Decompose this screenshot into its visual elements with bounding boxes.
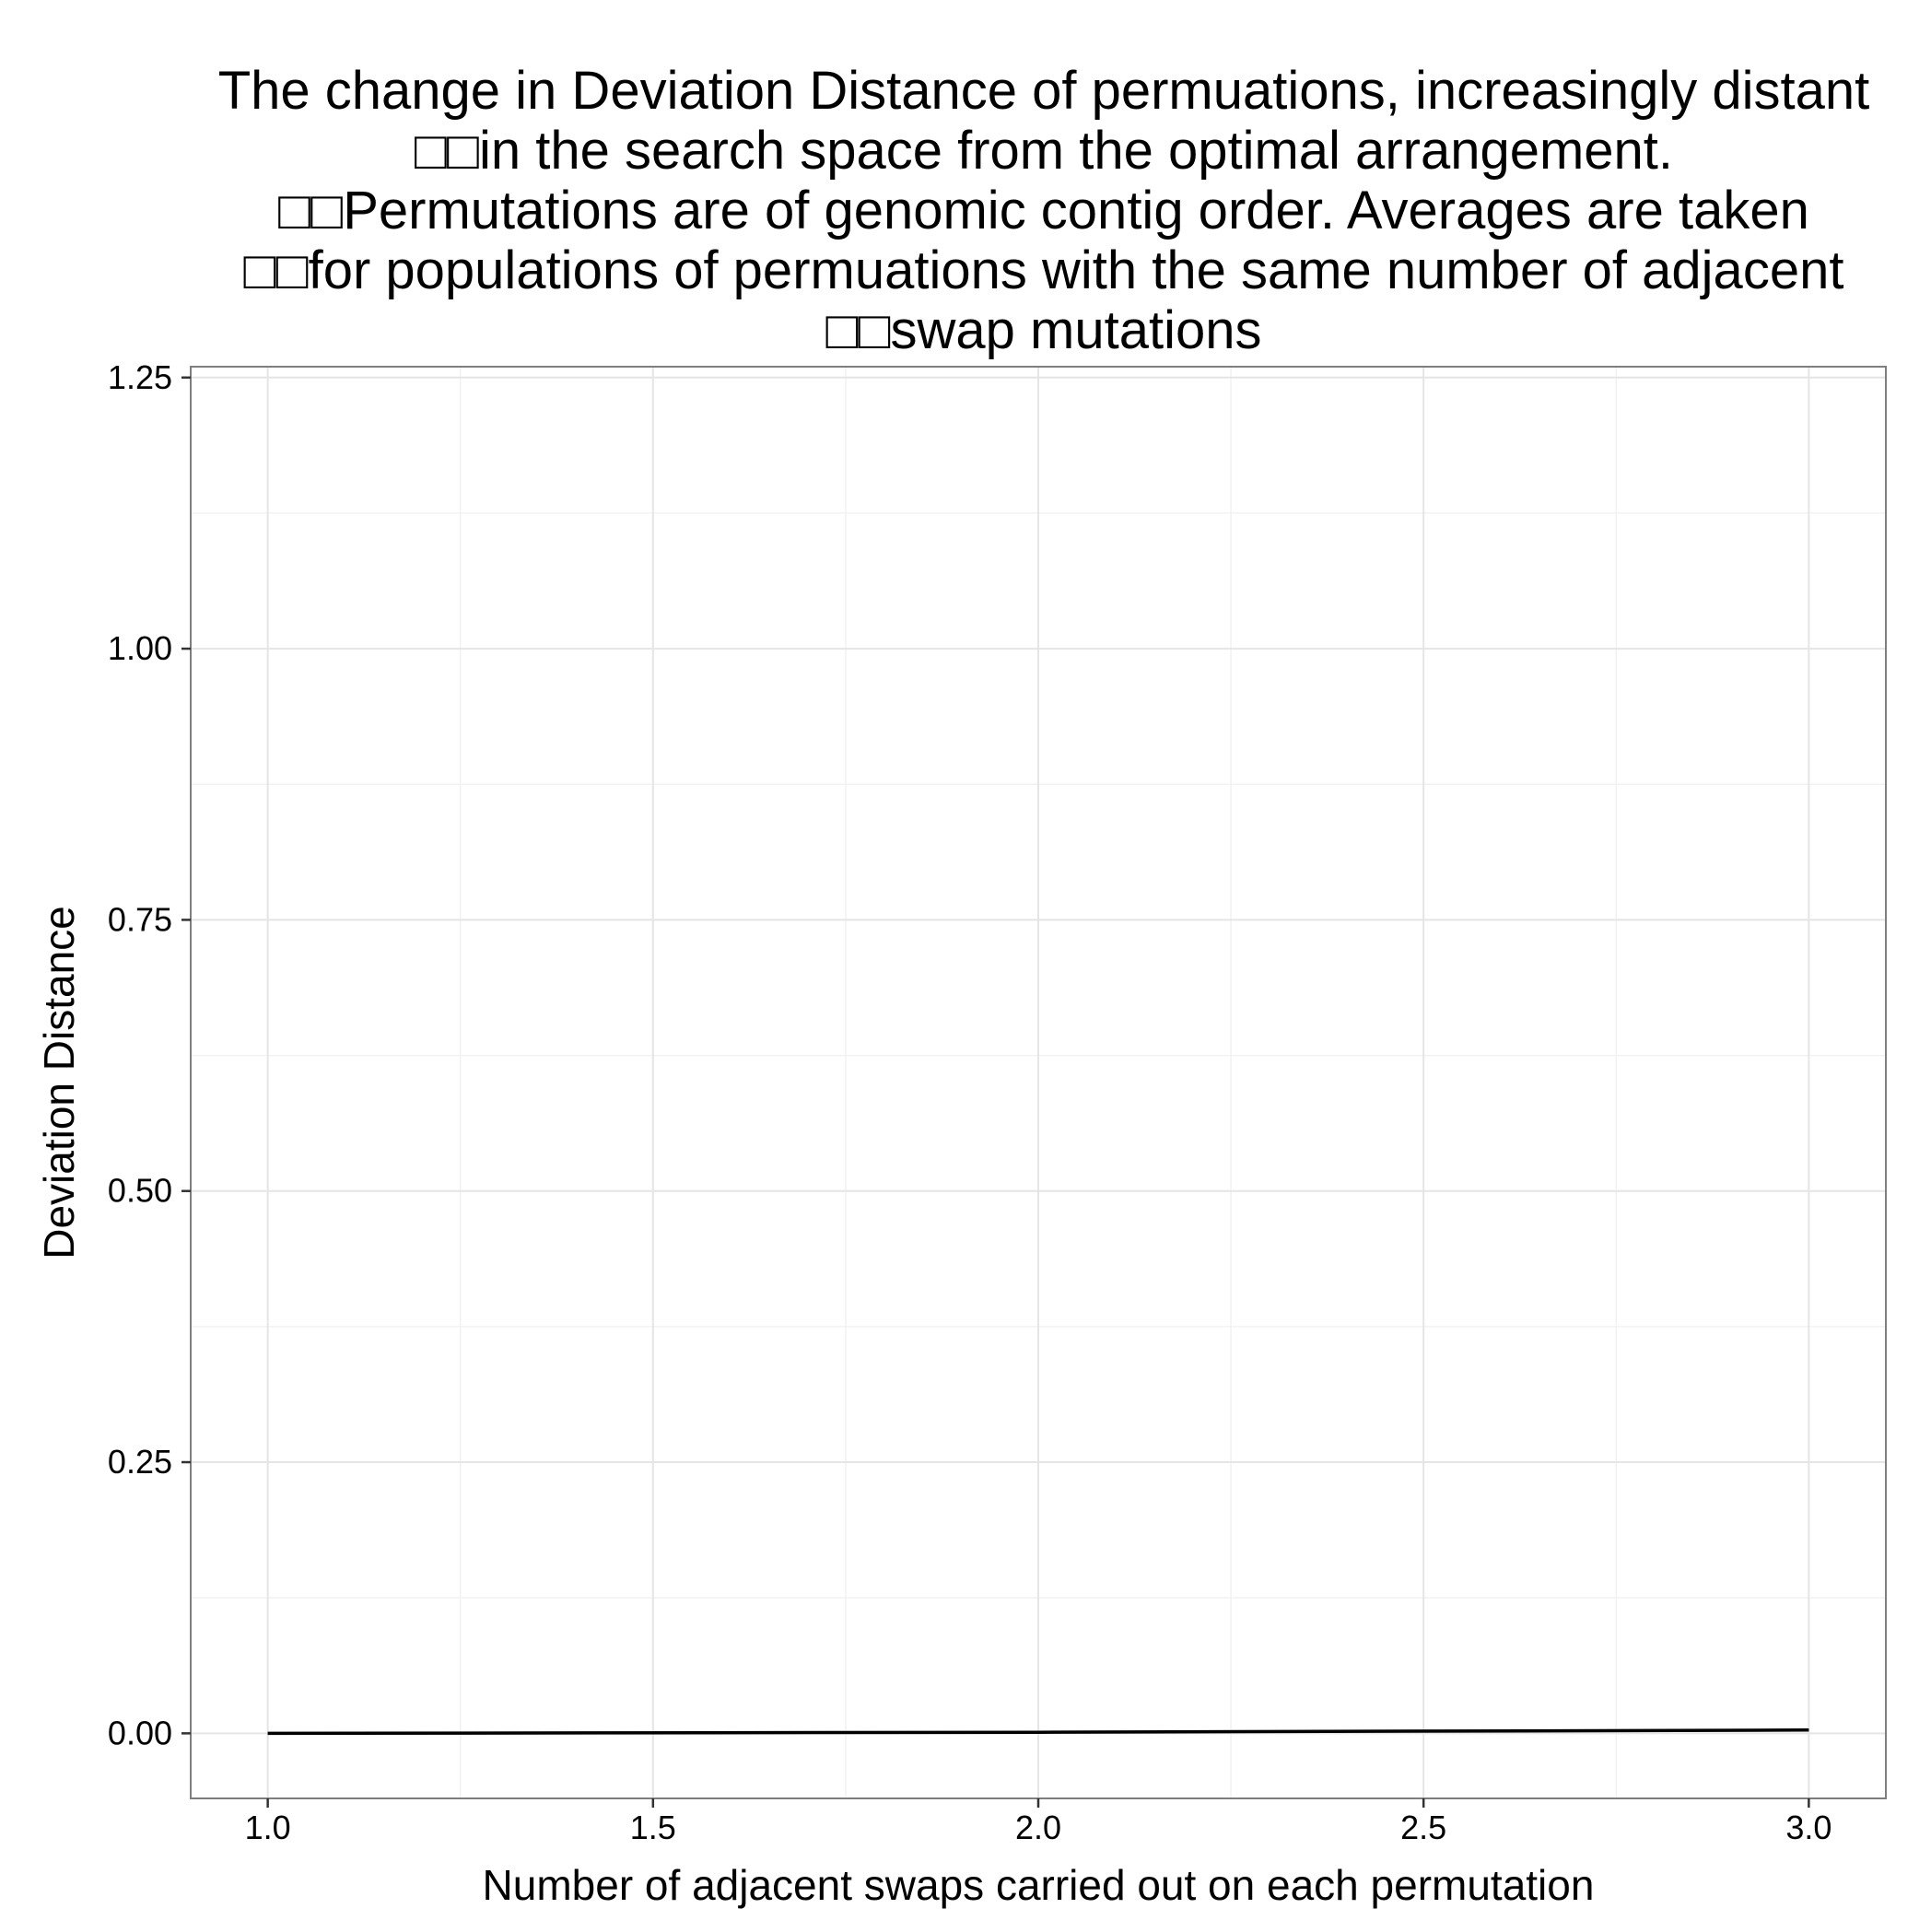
chart-title-line-4: □□for populations of permuations with th… — [244, 240, 1844, 300]
y-tick-label: 0.50 — [108, 1172, 172, 1210]
y-tick-label: 0.00 — [108, 1714, 172, 1751]
chart-title: The change in Deviation Distance of perm… — [218, 61, 1870, 360]
y-tick-label: 1.25 — [108, 358, 172, 396]
chart-title-line-2: □□in the search space from the optimal a… — [415, 121, 1673, 181]
x-tick-label: 1.0 — [245, 1809, 291, 1846]
y-tick-label: 0.25 — [108, 1443, 172, 1481]
x-tick-label: 1.5 — [630, 1809, 676, 1846]
chart-title-line-3: □□Permutations are of genomic contig ord… — [278, 181, 1809, 240]
x-axis-title: Number of adjacent swaps carried out on … — [483, 1861, 1595, 1909]
series-line-1 — [267, 1728, 1809, 1736]
chart-title-line-5: □□swap mutations — [825, 300, 1261, 360]
grid-major — [191, 367, 1886, 1798]
x-tick-label: 3.0 — [1785, 1809, 1832, 1846]
y-axis-ticks: 0.00 0.25 0.50 0.75 1.00 1.25 — [108, 358, 191, 1751]
y-tick-label: 1.00 — [108, 629, 172, 667]
x-axis-ticks: 1.0 1.5 2.0 2.5 3.0 — [245, 1798, 1832, 1846]
x-tick-label: 2.0 — [1015, 1809, 1061, 1846]
series-lines — [267, 1728, 1809, 1736]
y-axis-title: Deviation Distance — [35, 906, 83, 1259]
chart-title-line-1: The change in Deviation Distance of perm… — [218, 61, 1870, 121]
x-tick-label: 2.5 — [1400, 1809, 1446, 1846]
y-tick-label: 0.75 — [108, 900, 172, 938]
